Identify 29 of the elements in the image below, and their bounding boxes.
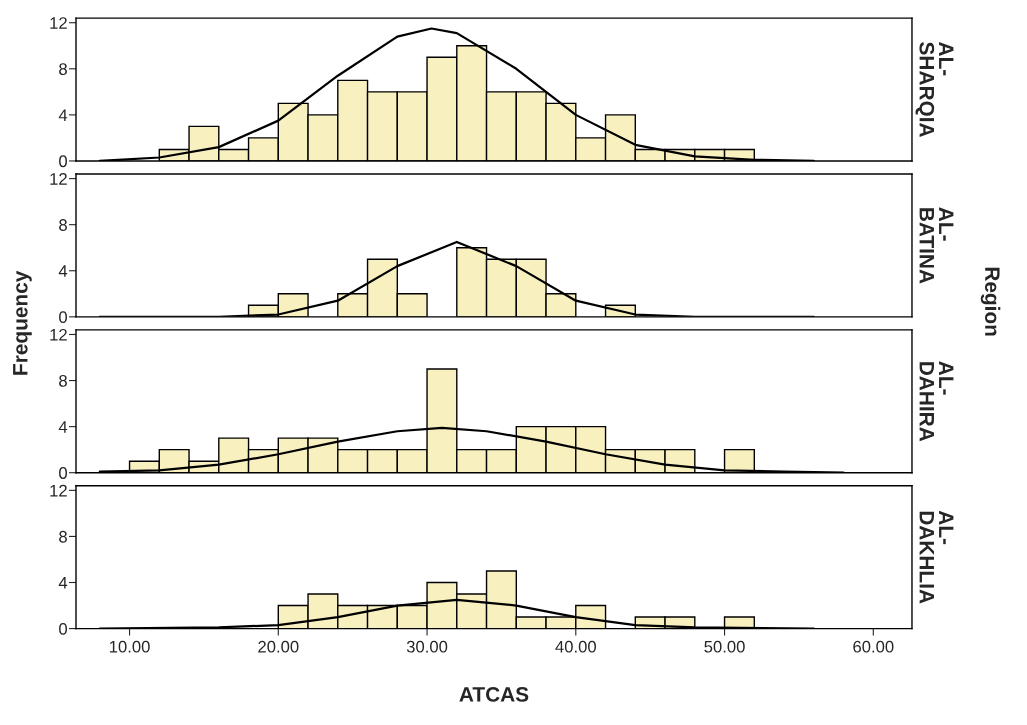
y-tick-label: 4: [58, 577, 68, 589]
y-tick-label: 4: [58, 265, 68, 277]
x-tick-label: 40.00: [555, 640, 596, 653]
y-tick-label: 12: [50, 173, 67, 185]
y-tick-label: 0: [59, 622, 68, 635]
y2-axis-title: AL- DAHIRA: [919, 361, 954, 442]
x-tick-label: 10.00: [109, 640, 150, 653]
y2-axis-title: AL- BATINA: [919, 207, 954, 284]
y-tick-label: 12: [50, 17, 67, 29]
x-axis-title: ATCAS: [459, 687, 529, 702]
y-tick-label: 8: [59, 219, 67, 231]
text: Region: [980, 267, 1001, 336]
y-tick-label: 12: [50, 328, 67, 341]
x-tick-label: 30.00: [406, 640, 448, 653]
y-tick-label: 4: [58, 421, 68, 433]
y2-axis-title: AL- DAKHLIA: [919, 510, 954, 604]
y-tick-label: 4: [58, 109, 68, 121]
y-tick-label: 0: [59, 467, 68, 479]
x-tick-label: 60.00: [853, 640, 894, 653]
y-tick-label: 0: [59, 311, 68, 324]
y-tick-label: 8: [59, 530, 67, 543]
y-axis-title: Frequency: [13, 270, 32, 375]
y-tick-label: 0: [59, 155, 68, 168]
y-tick-label: 8: [59, 374, 67, 387]
x-tick-label: 50.00: [704, 640, 745, 653]
x-tick-label: 20.00: [258, 640, 299, 653]
y-tick-label: 12: [50, 484, 67, 497]
y2-axis-title: AL- SHARQIA: [915, 42, 954, 138]
y-tick-label: 8: [59, 63, 67, 76]
